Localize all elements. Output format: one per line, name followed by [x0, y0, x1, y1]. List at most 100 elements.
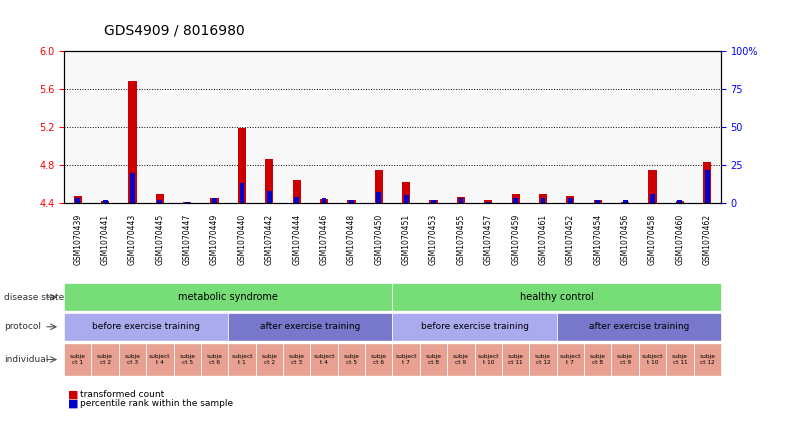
Text: GSM1070462: GSM1070462 — [702, 214, 712, 265]
Text: subje
ct 1: subje ct 1 — [70, 354, 86, 365]
Bar — [402, 182, 410, 203]
Text: subject
t 7: subject t 7 — [560, 354, 582, 365]
Text: GSM1070440: GSM1070440 — [237, 214, 247, 265]
Text: metabolic syndrome: metabolic syndrome — [179, 292, 278, 302]
Text: subje
ct 2: subje ct 2 — [261, 354, 277, 365]
Bar — [348, 200, 356, 203]
Bar — [185, 201, 190, 203]
Text: GSM1070444: GSM1070444 — [292, 214, 301, 265]
Bar — [676, 201, 684, 203]
Bar — [239, 183, 244, 203]
Text: percentile rank within the sample: percentile rank within the sample — [80, 399, 233, 408]
Text: before exercise training: before exercise training — [421, 322, 529, 331]
Text: subject
t 1: subject t 1 — [231, 354, 253, 365]
Bar — [594, 200, 602, 203]
Bar — [74, 196, 82, 203]
Text: subje
ct 2: subje ct 2 — [97, 354, 113, 365]
Bar — [158, 200, 163, 203]
Bar — [265, 159, 273, 203]
Bar — [678, 200, 682, 203]
Bar — [320, 199, 328, 203]
Text: subje
ct 9: subje ct 9 — [453, 354, 469, 365]
Text: GSM1070448: GSM1070448 — [347, 214, 356, 265]
Text: subje
ct 11: subje ct 11 — [508, 354, 524, 365]
Text: GSM1070455: GSM1070455 — [457, 214, 465, 265]
Bar — [292, 180, 301, 203]
Bar — [294, 197, 299, 203]
Text: GSM1070450: GSM1070450 — [374, 214, 384, 265]
Text: GSM1070451: GSM1070451 — [401, 214, 411, 265]
Bar — [621, 202, 630, 203]
Text: GSM1070449: GSM1070449 — [210, 214, 219, 265]
Text: GSM1070460: GSM1070460 — [675, 214, 684, 265]
Bar — [267, 191, 272, 203]
Bar — [212, 198, 217, 203]
Bar — [703, 162, 711, 203]
Text: subje
ct 8: subje ct 8 — [590, 354, 606, 365]
Text: GSM1070453: GSM1070453 — [429, 214, 438, 265]
Bar — [404, 195, 409, 203]
Text: subject
t 10: subject t 10 — [477, 354, 499, 365]
Text: subje
ct 3: subje ct 3 — [124, 354, 140, 365]
Text: transformed count: transformed count — [80, 390, 164, 399]
Bar — [650, 194, 655, 203]
Text: GSM1070445: GSM1070445 — [155, 214, 164, 265]
Text: subject
t 4: subject t 4 — [313, 354, 335, 365]
Bar — [130, 173, 135, 203]
Bar — [431, 200, 436, 203]
Text: GSM1070442: GSM1070442 — [265, 214, 274, 265]
Text: subje
ct 12: subje ct 12 — [535, 354, 551, 365]
Text: before exercise training: before exercise training — [92, 322, 200, 331]
Bar — [566, 196, 574, 203]
Text: subje
ct 12: subje ct 12 — [699, 354, 715, 365]
Bar — [375, 170, 383, 203]
Bar — [429, 200, 437, 203]
Text: GSM1070439: GSM1070439 — [73, 214, 83, 265]
Text: healthy control: healthy control — [520, 292, 594, 302]
Bar — [322, 198, 327, 203]
Bar — [128, 81, 137, 203]
Bar — [155, 195, 164, 203]
Text: subje
ct 5: subje ct 5 — [344, 354, 360, 365]
Text: GSM1070456: GSM1070456 — [621, 214, 630, 265]
Text: GSM1070454: GSM1070454 — [594, 214, 602, 265]
Bar — [513, 198, 518, 203]
Bar — [484, 200, 493, 203]
Text: subject
t 4: subject t 4 — [149, 354, 171, 365]
Text: GSM1070458: GSM1070458 — [648, 214, 657, 265]
Text: GDS4909 / 8016980: GDS4909 / 8016980 — [104, 23, 245, 37]
Bar — [238, 128, 246, 203]
Text: subje
ct 3: subje ct 3 — [288, 354, 304, 365]
Text: GSM1070443: GSM1070443 — [128, 214, 137, 265]
Bar — [541, 198, 545, 203]
Text: after exercise training: after exercise training — [589, 322, 689, 331]
Bar — [512, 194, 520, 203]
Bar — [103, 200, 107, 203]
Bar — [595, 200, 600, 203]
Text: GSM1070452: GSM1070452 — [566, 214, 575, 265]
Bar — [486, 201, 491, 203]
Text: subject
t 7: subject t 7 — [396, 354, 417, 365]
Text: individual: individual — [4, 355, 48, 364]
Bar — [539, 194, 547, 203]
Bar — [458, 198, 463, 203]
Text: GSM1070446: GSM1070446 — [320, 214, 328, 265]
Text: subje
ct 6: subje ct 6 — [371, 354, 387, 365]
Bar — [376, 192, 381, 203]
Text: ■: ■ — [68, 398, 78, 409]
Bar — [183, 202, 191, 203]
Bar — [211, 198, 219, 203]
Text: GSM1070461: GSM1070461 — [538, 214, 548, 265]
Text: after exercise training: after exercise training — [260, 322, 360, 331]
Text: ■: ■ — [68, 389, 78, 399]
Text: GSM1070459: GSM1070459 — [511, 214, 520, 265]
Bar — [349, 200, 354, 203]
Text: subje
ct 9: subje ct 9 — [617, 354, 633, 365]
Bar — [75, 198, 80, 203]
Bar — [622, 200, 627, 203]
Text: GSM1070457: GSM1070457 — [484, 214, 493, 265]
Text: GSM1070447: GSM1070447 — [183, 214, 191, 265]
Bar — [648, 170, 657, 203]
Text: subject
t 10: subject t 10 — [642, 354, 663, 365]
Text: subje
ct 6: subje ct 6 — [207, 354, 223, 365]
